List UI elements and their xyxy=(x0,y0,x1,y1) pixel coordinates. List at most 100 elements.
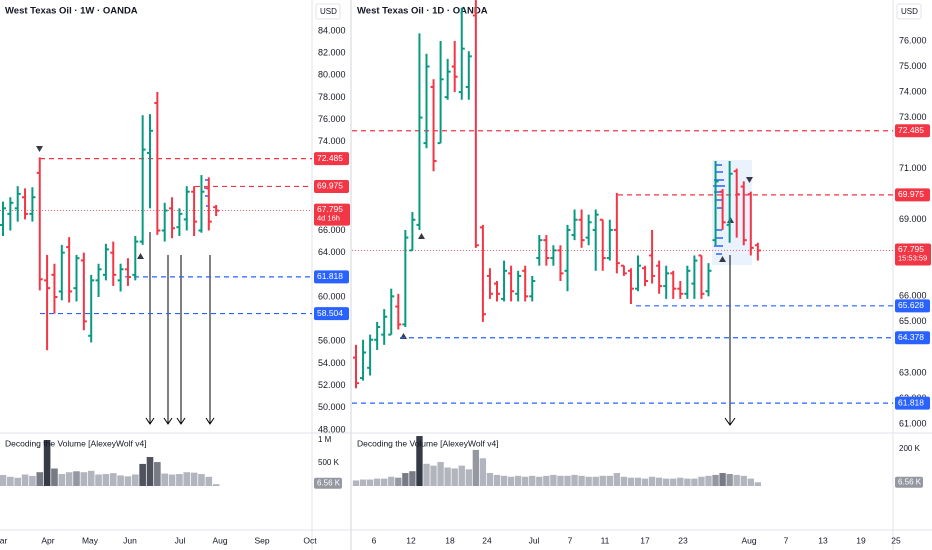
level-label: 69.975 xyxy=(317,181,343,191)
time-label: Sep xyxy=(254,535,269,545)
arrow xyxy=(145,232,155,425)
level-label: 72.485 xyxy=(898,125,924,135)
marker-up xyxy=(418,233,425,239)
y-tick-label: 66.000 xyxy=(318,225,346,235)
currency-box xyxy=(315,3,341,20)
volume-bar xyxy=(381,478,388,486)
volume-bar xyxy=(493,474,501,486)
volume-tick-label: 200 K xyxy=(899,444,921,453)
volume-bar xyxy=(395,477,402,486)
volume-bar xyxy=(183,472,191,486)
time-label: Apr xyxy=(41,535,54,545)
volume-bar xyxy=(585,476,592,486)
level-label-box xyxy=(895,299,930,313)
volume-bar xyxy=(655,477,663,486)
volume-bar xyxy=(161,473,169,486)
volume-bar xyxy=(564,475,571,486)
volume-title: Decoding the Volume [AlexeyWolf v4] xyxy=(357,438,499,448)
y-tick-label: 65.000 xyxy=(899,316,927,326)
volume-bar xyxy=(719,473,726,486)
volume-last: 6.56 K xyxy=(317,478,341,487)
volume-bar xyxy=(705,475,712,486)
last-price-box xyxy=(314,203,350,226)
time-label: 18 xyxy=(445,535,455,545)
volume-bar xyxy=(486,473,494,486)
time-label: May xyxy=(82,535,99,545)
y-tick-label: 78.000 xyxy=(318,92,346,102)
volume-bar xyxy=(409,471,416,486)
volume-bar xyxy=(373,478,381,486)
volume-tick-label: 1 M xyxy=(318,435,332,444)
volume-bar xyxy=(109,473,117,486)
time-label: Mar xyxy=(0,535,7,545)
volume-bar xyxy=(691,478,698,486)
volume-bar xyxy=(58,474,66,486)
volume-profile xyxy=(713,164,725,255)
volume-bar xyxy=(500,475,508,486)
level-label-box xyxy=(895,331,930,345)
volume-tick-label: 500 K xyxy=(318,458,340,467)
y-tick-label: 75.000 xyxy=(899,61,927,71)
y-tick-label: 66.000 xyxy=(899,291,927,301)
volume-bar xyxy=(117,475,124,486)
y-tick-label: 63.000 xyxy=(899,367,927,377)
volume-bar xyxy=(437,461,444,486)
volume-bar xyxy=(627,477,635,486)
volume-bar xyxy=(7,476,14,486)
time-label: 19 xyxy=(856,535,866,545)
volume-bar xyxy=(536,476,543,486)
level-label: 61.818 xyxy=(898,397,924,407)
level-label-box xyxy=(895,188,930,202)
volume-bar xyxy=(73,471,80,486)
volume-bar xyxy=(606,475,613,486)
volume-bar xyxy=(205,476,213,486)
volume-bar xyxy=(677,477,684,486)
volume-bar xyxy=(507,476,515,486)
arrow xyxy=(163,255,173,425)
time-label: 11 xyxy=(601,535,610,545)
last-price: 67.795 xyxy=(898,244,924,254)
time-label: 6 xyxy=(372,535,377,545)
last-price: 67.795 xyxy=(317,204,343,214)
y-tick-label: 48.000 xyxy=(318,424,346,434)
y-tick-label: 69.000 xyxy=(899,214,927,224)
volume-bar xyxy=(444,467,451,486)
currency: USD xyxy=(901,7,918,16)
volume-bar xyxy=(352,480,360,486)
currency: USD xyxy=(320,7,337,16)
marker-down xyxy=(746,177,753,183)
volume-bar xyxy=(168,474,176,486)
volume-bar xyxy=(36,472,44,486)
volume-bar xyxy=(648,476,656,486)
level-label-box xyxy=(895,124,930,138)
volume-bar xyxy=(65,472,73,486)
y-tick-label: 80.000 xyxy=(318,70,346,80)
volume-bar xyxy=(620,476,628,486)
y-tick-label: 84.000 xyxy=(318,25,346,35)
volume-bar xyxy=(479,458,487,486)
volume-bar xyxy=(712,474,719,486)
y-tick-label: 61.000 xyxy=(899,418,927,428)
volume-bar xyxy=(95,474,102,486)
volume-bar xyxy=(613,473,621,486)
volume-bar xyxy=(154,462,161,486)
time-label: Jun xyxy=(123,535,137,545)
volume-bar xyxy=(139,463,146,486)
volume-bar xyxy=(571,474,578,486)
y-tick-label: 74.000 xyxy=(899,86,927,96)
volume-bar xyxy=(472,449,480,486)
time-label: 7 xyxy=(568,535,573,545)
volume-bar xyxy=(124,476,132,486)
volume-bar xyxy=(14,477,22,486)
arrows xyxy=(145,232,736,426)
volume-bar xyxy=(51,468,58,486)
volume-bar xyxy=(430,465,437,486)
volume-bar xyxy=(684,478,691,486)
time-label: 25 xyxy=(891,535,901,545)
countdown: 4d 16h xyxy=(317,214,340,223)
level-label: 58.504 xyxy=(317,308,343,318)
y-tick-label: 73.000 xyxy=(899,112,927,122)
volume-bar xyxy=(726,473,733,486)
volume-bar xyxy=(522,476,529,486)
